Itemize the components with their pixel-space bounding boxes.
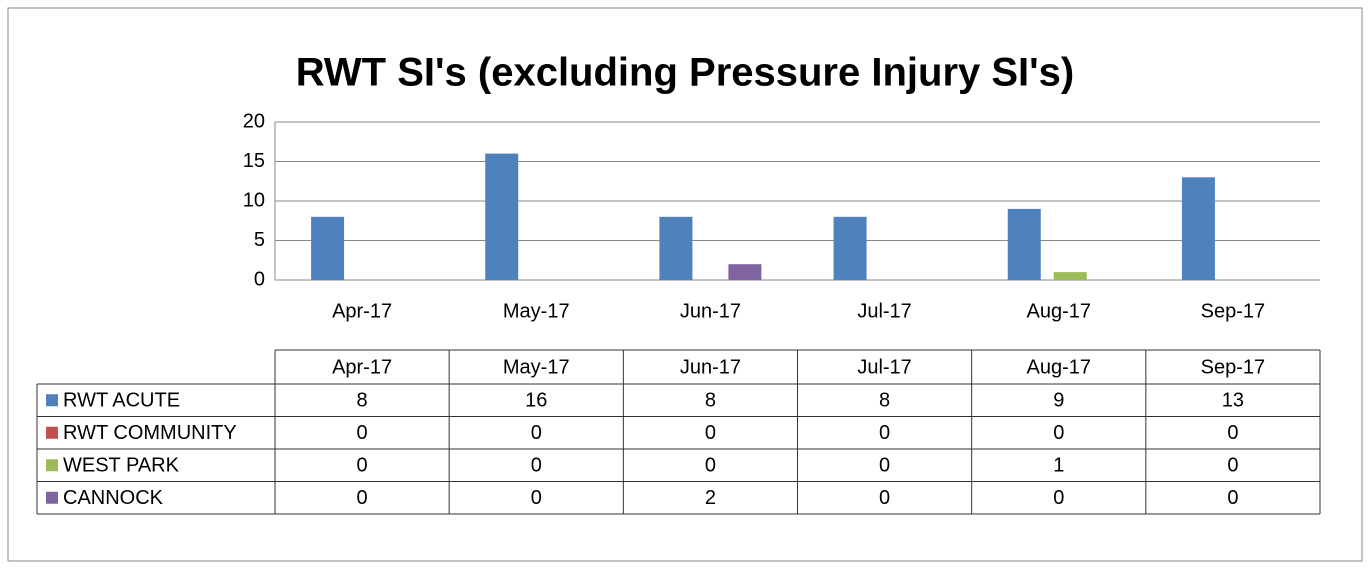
legend-label: RWT ACUTE xyxy=(63,390,180,412)
table-header: Sep-17 xyxy=(1201,356,1266,378)
table-cell: 13 xyxy=(1222,390,1244,412)
bar xyxy=(1007,208,1041,280)
table-header: May-17 xyxy=(503,356,570,378)
y-tick-label: 15 xyxy=(243,150,265,172)
y-tick-label: 5 xyxy=(254,229,265,251)
x-tick-label: Jun-17 xyxy=(680,300,741,322)
y-tick-label: 20 xyxy=(243,110,265,132)
x-tick-label: Sep-17 xyxy=(1201,300,1266,322)
table-cell: 1 xyxy=(1053,455,1064,477)
legend-label: CANNOCK xyxy=(63,487,164,509)
table-header: Aug-17 xyxy=(1027,356,1092,378)
legend-swatch xyxy=(46,459,58,472)
table-cell: 0 xyxy=(531,487,542,509)
bar xyxy=(311,216,345,280)
table-cell: 16 xyxy=(525,390,547,412)
bar xyxy=(485,153,519,280)
legend-label: WEST PARK xyxy=(63,455,180,477)
table-cell: 0 xyxy=(1227,422,1238,444)
table-header: Apr-17 xyxy=(332,356,392,378)
table-cell: 8 xyxy=(705,390,716,412)
table-cell: 8 xyxy=(357,390,368,412)
chart-title: RWT SI's (excluding Pressure Injury SI's… xyxy=(296,51,1075,95)
table-cell: 0 xyxy=(705,455,716,477)
x-tick-label: Jul-17 xyxy=(857,300,911,322)
x-tick-label: Apr-17 xyxy=(332,300,392,322)
bar xyxy=(833,216,867,280)
bar xyxy=(1053,272,1087,280)
table-header: Jun-17 xyxy=(680,356,741,378)
x-tick-label: May-17 xyxy=(503,300,570,322)
table-cell: 8 xyxy=(879,390,890,412)
table-header: Jul-17 xyxy=(857,356,911,378)
table-cell: 0 xyxy=(1227,455,1238,477)
bar xyxy=(659,216,693,280)
table-cell: 0 xyxy=(879,455,890,477)
legend-swatch xyxy=(46,426,58,439)
table-cell: 0 xyxy=(357,487,368,509)
table-cell: 0 xyxy=(705,422,716,444)
table-cell: 0 xyxy=(1227,487,1238,509)
table-cell: 0 xyxy=(357,455,368,477)
legend-swatch xyxy=(46,394,58,407)
bar xyxy=(1181,177,1215,280)
table-cell: 9 xyxy=(1053,390,1064,412)
table-cell: 0 xyxy=(357,422,368,444)
chart-frame xyxy=(7,7,1363,562)
legend-swatch xyxy=(46,491,58,504)
legend-label: RWT COMMUNITY xyxy=(63,422,237,444)
table-cell: 0 xyxy=(879,487,890,509)
table-cell: 0 xyxy=(531,455,542,477)
x-tick-label: Aug-17 xyxy=(1027,300,1092,322)
y-tick-label: 0 xyxy=(254,268,265,290)
table-cell: 2 xyxy=(705,487,716,509)
bar xyxy=(728,264,762,280)
table-cell: 0 xyxy=(879,422,890,444)
y-tick-label: 10 xyxy=(243,189,265,211)
table-cell: 0 xyxy=(1053,422,1064,444)
table-cell: 0 xyxy=(1053,487,1064,509)
table-cell: 0 xyxy=(531,422,542,444)
